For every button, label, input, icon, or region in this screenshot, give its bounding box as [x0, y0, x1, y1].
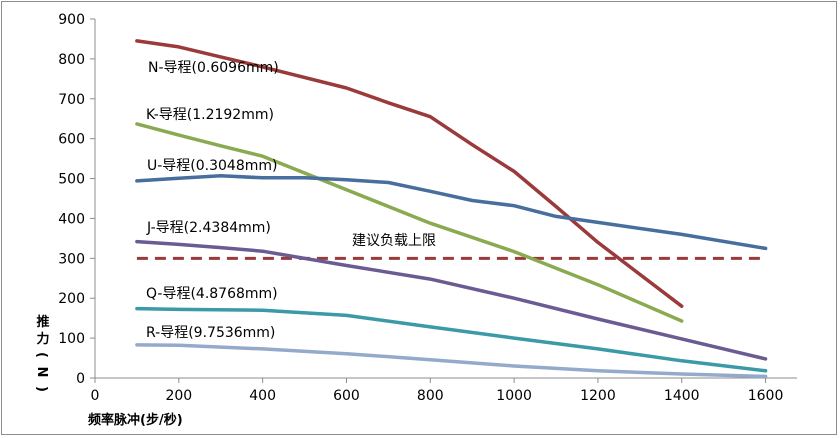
series-line-1	[135, 122, 684, 323]
series-line-4	[135, 306, 768, 373]
series-line-2	[135, 174, 768, 251]
y-tick-label: 700	[58, 92, 85, 108]
series-label-4: Q-导程(4.8768mm)	[146, 286, 278, 302]
series-label-2: U-导程(0.3048mm)	[147, 158, 277, 174]
reference-line-label: 建议负载上限	[352, 233, 436, 249]
y-title-char: 力	[36, 331, 49, 347]
x-tick-label: 200	[165, 388, 192, 404]
y-title-char: (	[34, 352, 49, 358]
series-label-1: K-导程(1.2192mm)	[146, 107, 274, 123]
y-tick-label: 400	[58, 211, 85, 227]
x-tick-label: 1600	[748, 388, 784, 404]
series-label-0: N-导程(0.6096mm)	[148, 60, 279, 76]
series-line-5	[135, 343, 768, 379]
y-tick-label: 900	[58, 12, 85, 28]
x-tick-label: 400	[249, 388, 276, 404]
y-tick-label: 800	[58, 52, 85, 68]
x-tick-label: 1000	[496, 388, 532, 404]
series-label-5: R-导程(9.7536mm)	[146, 325, 275, 341]
x-tick-label: 1400	[664, 388, 700, 404]
x-tick-label: 800	[417, 388, 444, 404]
y-tick-label: 500	[58, 172, 85, 188]
series-layer	[135, 39, 768, 379]
x-tick-label: 600	[333, 388, 360, 404]
y-tick-label: 0	[76, 371, 85, 387]
x-tick-label: 0	[91, 388, 100, 404]
y-tick-label: 100	[58, 331, 85, 347]
y-tick-label: 300	[58, 251, 85, 267]
y-title-char: )	[34, 386, 49, 392]
axes: 0 100 200 300 400 500 600 700 800 900 0 200 400 600 80…	[58, 12, 797, 404]
y-axis-title: 推力 ( N)	[34, 314, 50, 392]
y-tick-label: 600	[58, 132, 85, 148]
series-label-3: J-导程(2.4384mm)	[146, 220, 271, 236]
x-axis-title: 频率脉冲(步/秒)	[88, 412, 183, 428]
x-tick-label: 1200	[580, 388, 616, 404]
series-line-0	[135, 39, 684, 308]
y-tick-label: 200	[58, 291, 85, 307]
series-line-3	[135, 239, 768, 361]
label-layer: N-导程(0.6096mm) K-导程(1.2192mm) U-导程(0.3048m…	[146, 60, 436, 341]
y-title-char: 推	[36, 314, 49, 330]
y-title-char: N	[34, 367, 49, 378]
